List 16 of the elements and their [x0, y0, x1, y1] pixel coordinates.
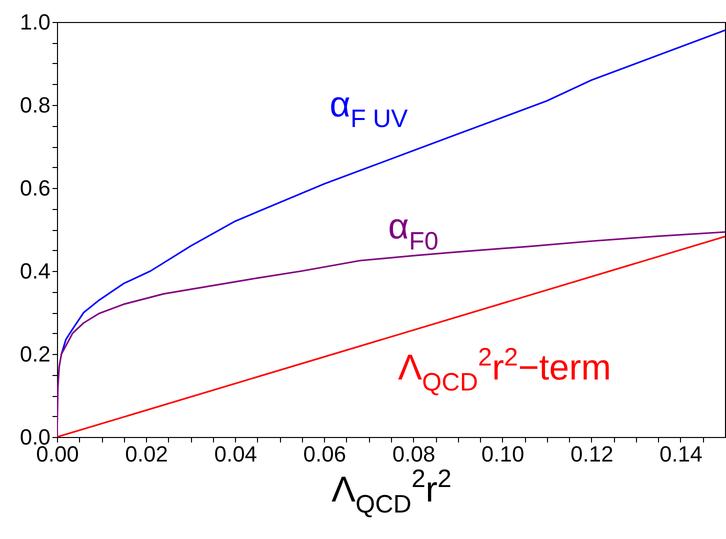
x-tick-label: 0.14	[660, 442, 702, 466]
x-tick-label: 0.08	[392, 442, 436, 466]
x-tick-label: 0.06	[303, 442, 346, 466]
x-axis-title: Λ$_{QCD}$$^{2}$r$^{2}$	[331, 465, 452, 518]
x-tick-label: 0.02	[125, 442, 168, 466]
y-tick-label: 0.4	[20, 258, 50, 284]
y-tick-label: 0.8	[20, 92, 50, 118]
series-label: α$_{F0}$	[388, 206, 438, 256]
series-label: α$_{F UV}$	[330, 83, 408, 134]
series-label: Λ$_{QCD}$$^{2}$r$^{2}$−term	[398, 343, 612, 396]
y-tick-label: 0.2	[20, 342, 50, 366]
x-tick-label: 0.12	[570, 442, 614, 466]
y-tick-label: 1.0	[20, 10, 50, 34]
x-tick-label: 0.04	[214, 442, 258, 466]
x-tick-label: 0.10	[481, 442, 524, 466]
y-tick-label: 0.6	[20, 176, 50, 200]
